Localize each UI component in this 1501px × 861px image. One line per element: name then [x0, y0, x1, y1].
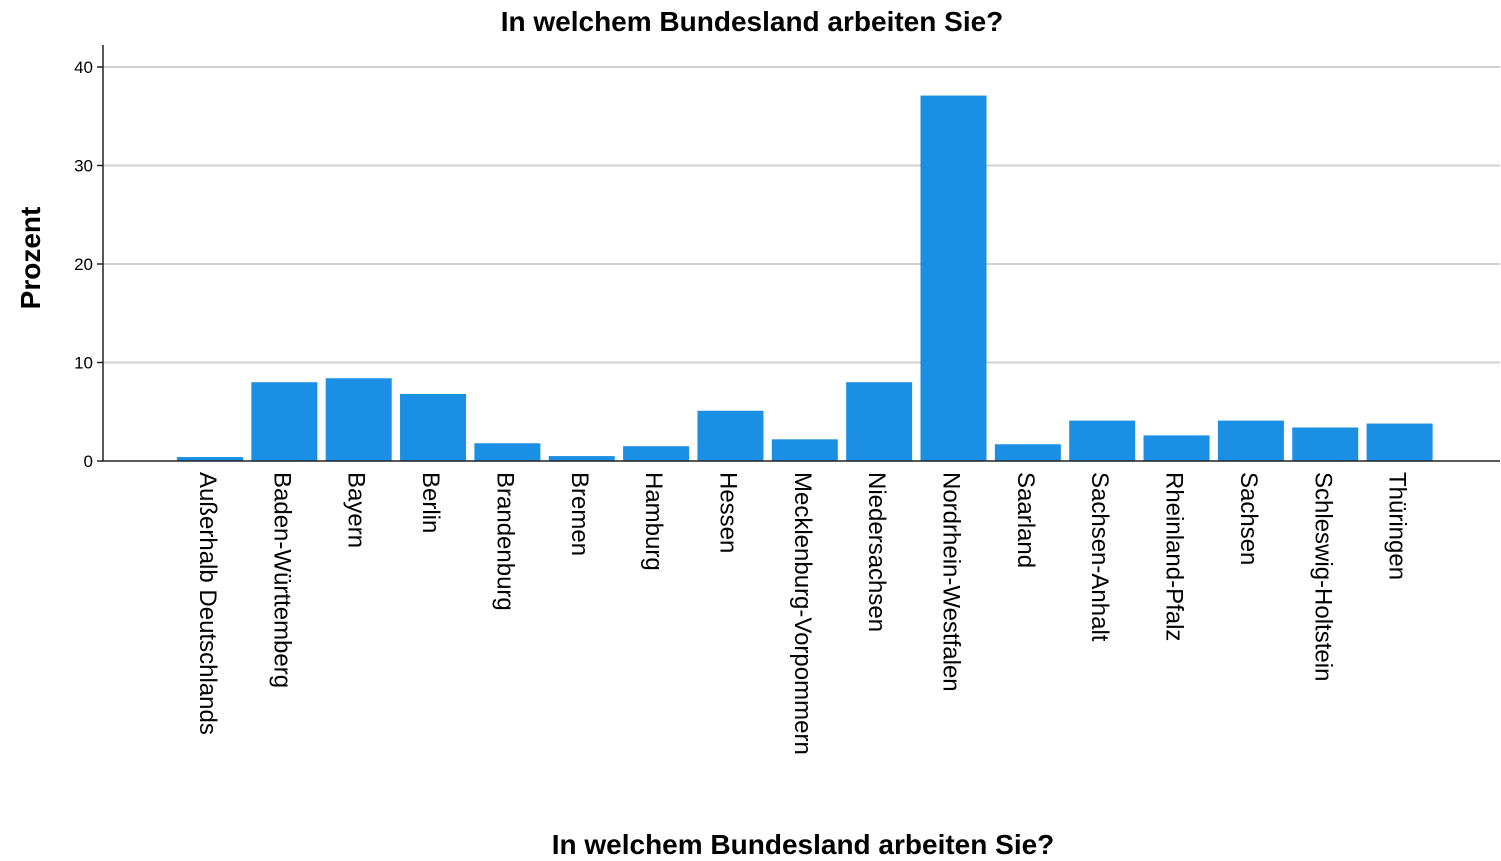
bar-17	[1366, 423, 1433, 461]
axes	[102, 45, 1500, 462]
bar-10	[846, 382, 913, 461]
bar-5	[474, 443, 541, 461]
x-tick-label: Mecklenburg-Vorpommern	[789, 472, 816, 755]
x-tick-label: Schleswig-Holtstein	[1309, 472, 1336, 681]
x-tick-label: Berlin	[417, 472, 444, 533]
x-tick-label: Hessen	[714, 472, 741, 553]
x-tick-label: Außerhalb Deutschlands	[194, 472, 221, 735]
x-axis-ticks: Außerhalb Deutschlands Baden-Württemberg B…	[194, 472, 1411, 755]
bar-15	[1217, 420, 1284, 461]
bar-2	[251, 382, 318, 461]
bar-9	[771, 439, 838, 461]
x-tick-label: Sachsen	[1235, 472, 1262, 565]
y-tick-label: 0	[84, 452, 93, 471]
y-tick-label: 20	[74, 255, 93, 274]
bar-4	[400, 394, 467, 461]
x-tick-label: Nordrhein-Westfalen	[938, 472, 965, 692]
y-tick-label: 30	[74, 157, 93, 176]
bar-16	[1292, 427, 1359, 461]
chart-title: In welchem Bundesland arbeiten Sie?	[501, 6, 1004, 37]
x-tick-label: Bayern	[343, 472, 370, 548]
y-tick-label: 10	[74, 354, 93, 373]
x-tick-label: Niedersachsen	[863, 472, 890, 632]
x-tick-label: Bremen	[566, 472, 593, 556]
bar-13	[1069, 420, 1136, 461]
bar-11	[920, 95, 987, 461]
bar-6	[548, 456, 615, 461]
y-tick-label: 40	[74, 58, 93, 77]
bar-12	[994, 444, 1061, 461]
x-tick-label: Baden-Württemberg	[268, 472, 295, 688]
x-tick-label: Saarland	[1012, 472, 1039, 568]
bar-14	[1143, 435, 1210, 461]
x-tick-label: Brandenburg	[491, 472, 518, 611]
x-axis-title: In welchem Bundesland arbeiten Sie?	[552, 829, 1055, 860]
x-tick-label: Rheinland-Pfalz	[1161, 472, 1188, 641]
y-axis-title: Prozent	[15, 207, 46, 310]
bar-3	[325, 378, 392, 461]
x-tick-label: Sachsen-Anhalt	[1086, 472, 1113, 642]
gridlines	[103, 66, 1500, 364]
bar-8	[697, 410, 764, 461]
x-tick-label: Hamburg	[640, 472, 667, 571]
bars	[177, 95, 1433, 461]
y-axis-ticks: 0 10 20 30 40	[74, 58, 103, 471]
bar-1	[177, 457, 243, 461]
bar-7	[623, 446, 690, 461]
x-tick-label: Thüringen	[1384, 472, 1411, 580]
